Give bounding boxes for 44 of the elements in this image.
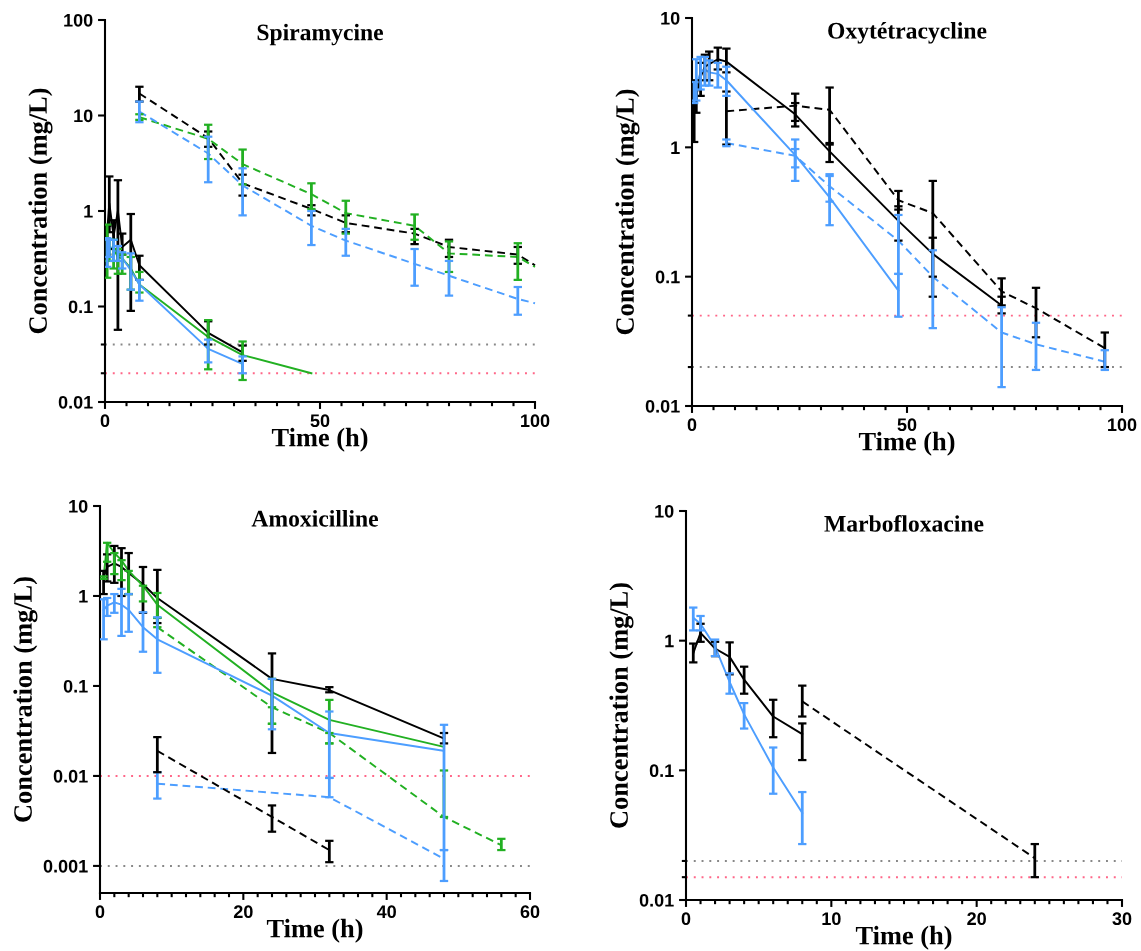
x-axis-title: Time (h)	[266, 918, 363, 943]
y-tick-label: 0.1	[63, 679, 88, 693]
y-axis-title: Concentration (mg/L)	[13, 577, 38, 822]
y-tick-label: 1	[665, 634, 674, 648]
y-tick-label: 0.01	[645, 399, 680, 413]
y-tick-label: 0.1	[649, 764, 674, 778]
x-tick-label: 30	[1112, 912, 1132, 926]
y-axis-title: Concentration (mg/L)	[609, 583, 634, 828]
y-tick-label: 0.01	[58, 395, 93, 409]
y-tick-label: 1	[84, 205, 93, 218]
y-tick-label: 0.1	[655, 270, 680, 284]
x-tick-label: 40	[376, 905, 396, 919]
y-tick-label: 100	[64, 13, 93, 27]
x-tick-label: 60	[520, 905, 540, 919]
y-tick-label: 10	[655, 504, 674, 518]
chart-title: Oxytétracycline	[828, 22, 987, 44]
x-tick-label: 10	[822, 912, 841, 926]
y-tick-label: 1	[671, 141, 680, 154]
x-tick-label: 50	[897, 418, 917, 432]
y-tick-label: 10	[74, 109, 93, 123]
chart-title: Spiramycine	[257, 23, 384, 46]
chart-title: Marbofloxacine	[824, 514, 984, 532]
y-tick-label: 0.01	[639, 893, 674, 907]
y-axis-title: Concentration (mg/L)	[615, 89, 640, 335]
x-tick-label: 0	[687, 418, 697, 432]
x-axis-title: Time (h)	[271, 427, 368, 452]
y-tick-label: 1	[79, 590, 88, 603]
x-tick-label: 20	[233, 905, 253, 919]
x-tick-label: 0	[681, 912, 691, 926]
x-tick-label: 100	[1108, 418, 1137, 432]
y-axis-title: Concentration (mg/L)	[28, 88, 53, 334]
chart-title: Amoxicilline	[251, 510, 378, 527]
y-tick-label: 0.001	[43, 859, 88, 873]
y-tick-label: 0.01	[53, 769, 88, 783]
x-tick-label: 0	[100, 414, 110, 428]
x-tick-label: 0	[95, 905, 105, 919]
x-tick-label: 50	[310, 414, 330, 428]
x-axis-title: Time (h)	[855, 925, 952, 950]
x-tick-label: 20	[967, 912, 986, 926]
y-tick-label: 0.1	[68, 300, 93, 314]
y-tick-label: 10	[69, 499, 88, 513]
x-axis-title: Time (h)	[858, 431, 955, 456]
x-tick-label: 100	[521, 414, 550, 428]
y-tick-label: 10	[661, 11, 680, 25]
